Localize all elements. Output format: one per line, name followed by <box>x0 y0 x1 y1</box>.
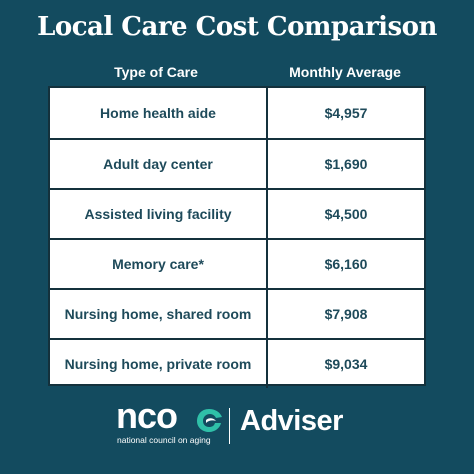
care-type-cell: Memory care* <box>112 256 204 272</box>
table-row: Adult day center $1,690 <box>50 138 424 188</box>
table-row: Nursing home, shared room $7,908 <box>50 288 424 338</box>
column-header-monthly-average: Monthly Average <box>289 64 401 80</box>
table-row: Assisted living facility $4,500 <box>50 188 424 238</box>
care-type-cell: Assisted living facility <box>84 206 232 222</box>
table-row: Home health aide $4,957 <box>50 88 424 138</box>
footer: nco national council on aging Adviser <box>0 398 474 450</box>
ncoa-logo-text: nco <box>116 395 178 436</box>
monthly-average-cell: $1,690 <box>266 140 424 188</box>
monthly-average-cell: $6,160 <box>266 240 424 288</box>
ncoa-logo-subtitle: national council on aging <box>117 435 211 445</box>
ncoa-swoosh-icon <box>197 409 222 432</box>
adviser-logo-text: Adviser <box>240 405 343 437</box>
table-row: Memory care* $6,160 <box>50 238 424 288</box>
care-type-cell: Nursing home, shared room <box>64 306 252 322</box>
monthly-average-cell: $4,500 <box>266 190 424 238</box>
care-type-cell: Adult day center <box>103 156 213 172</box>
table-row: Nursing home, private room $9,034 <box>50 338 424 388</box>
ncoa-logo: nco national council on aging <box>116 398 226 446</box>
monthly-average-cell: $9,034 <box>266 340 424 388</box>
monthly-average-cell: $7,908 <box>266 290 424 338</box>
column-header-type: Type of Care <box>114 64 198 80</box>
care-type-cell: Home health aide <box>100 105 216 121</box>
cost-table: Home health aide $4,957 Adult day center… <box>48 86 426 388</box>
care-type-cell: Nursing home, private room <box>64 356 252 372</box>
page-title: Local Care Cost Comparison <box>37 12 437 42</box>
monthly-average-cell: $4,957 <box>266 88 424 138</box>
logo-divider <box>229 408 230 444</box>
